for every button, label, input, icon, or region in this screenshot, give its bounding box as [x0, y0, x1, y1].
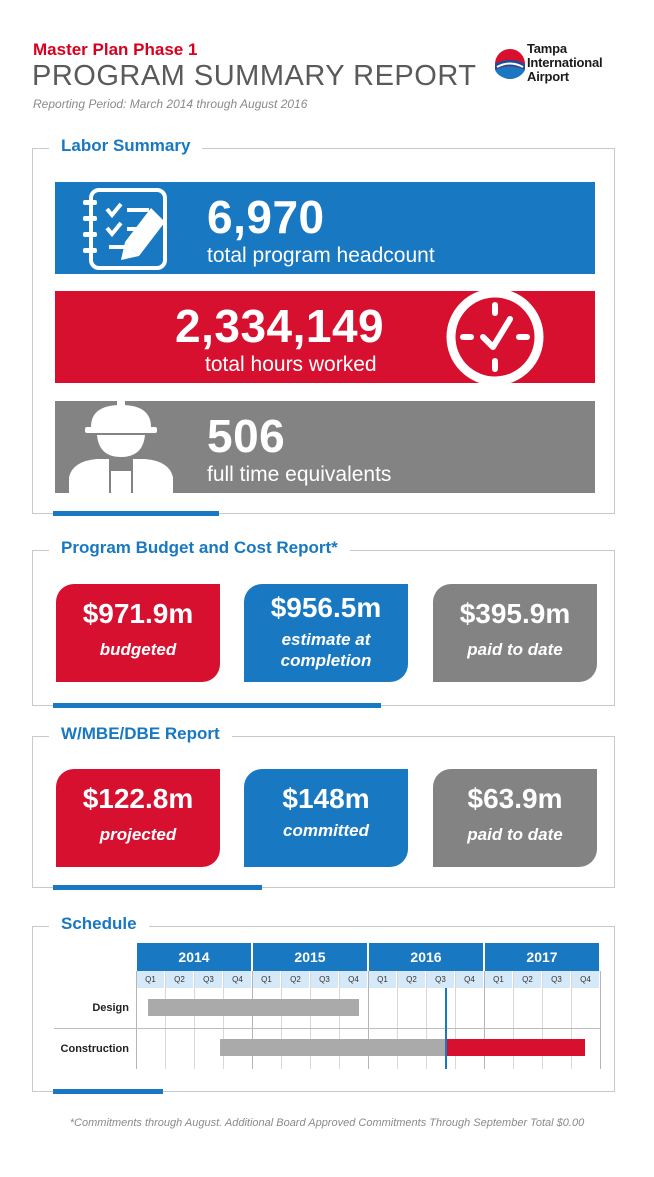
committed-value: $148m	[282, 783, 370, 814]
gantt-grid-line	[455, 971, 456, 1069]
estimate-value: $956.5m	[270, 592, 382, 623]
gantt-grid-line	[484, 971, 485, 1069]
construction-worker-icon	[69, 401, 173, 493]
budget-panel: Program Budget and Cost Report* $971.9m …	[32, 538, 615, 708]
logo-line3: Airport	[527, 69, 569, 84]
projected-label: projected	[99, 825, 177, 844]
budgeted-card: $971.9m budgeted	[56, 584, 220, 682]
schedule-title: Schedule	[49, 914, 149, 934]
gantt-grid-line	[136, 971, 137, 1069]
gantt-quarter-label: Q2	[282, 971, 309, 988]
gantt-year-2016: 2016	[369, 943, 483, 971]
labor-summary-title: Labor Summary	[49, 136, 203, 156]
wmbe-paid-value: $63.9m	[467, 783, 563, 814]
gantt-grid-line	[310, 971, 311, 1069]
gantt-quarter-label: Q3	[195, 971, 222, 988]
paid-value: $395.9m	[459, 598, 571, 629]
gantt-grid-line	[600, 971, 601, 1069]
budgeted-label: budgeted	[99, 640, 177, 659]
gantt-year-2015: 2015	[253, 943, 367, 971]
gantt-grid-line	[426, 971, 427, 1069]
airport-swoosh-icon	[495, 49, 525, 79]
gantt-grid-line	[281, 971, 282, 1069]
wmbe-paid-card: $63.9m paid to date	[433, 769, 597, 867]
checklist-icon	[83, 188, 167, 270]
paid-label: paid to date	[467, 640, 563, 659]
labor-accent-bar	[53, 511, 219, 516]
gantt-today-marker	[445, 988, 448, 1069]
gantt-quarter-label: Q4	[572, 971, 599, 988]
committed-label: committed	[283, 821, 369, 840]
clock-icon	[446, 288, 544, 386]
gantt-quarter-label: Q3	[427, 971, 454, 988]
gantt-grid-line	[194, 971, 195, 1069]
gantt-chart: 2014 Q1 Q2 Q3 Q4 2015 Q1 Q2 Q3 Q4 2016 Q1 Q2 Q3 Q4 2017…	[54, 943, 601, 1069]
gantt-grid-line	[368, 971, 369, 1069]
gantt-row-separator	[54, 1028, 600, 1029]
projected-value: $122.8m	[82, 783, 194, 814]
gantt-quarter-label: Q2	[398, 971, 425, 988]
wmbe-panel: W/MBE/DBE Report $122.8m projected $148m…	[32, 724, 615, 890]
wmbe-title: W/MBE/DBE Report	[49, 724, 232, 744]
gantt-quarter-label: Q1	[137, 971, 164, 988]
headcount-caption: total program headcount	[207, 244, 435, 267]
report-title: PROGRAM SUMMARY REPORT	[32, 60, 477, 92]
estimate-label-line2: completion	[280, 651, 372, 670]
gantt-bar-construction-0	[220, 1039, 447, 1056]
hours-value: 2,334,149	[175, 300, 385, 352]
gantt-grid-line	[513, 971, 514, 1069]
logo-line2: International	[527, 55, 603, 70]
fte-caption: full time equivalents	[207, 463, 392, 486]
labor-summary-panel: Labor Summary 6,970 total program headco…	[32, 136, 615, 516]
paid-card: $395.9m paid to date	[433, 584, 597, 682]
estimate-label-line1: estimate at	[281, 630, 371, 649]
schedule-panel: Schedule 2014 Q1 Q2 Q3 Q4 2015 Q1 Q2 Q3 Q4 2016 Q1 Q…	[32, 914, 615, 1094]
construction-row-label: Construction	[60, 1043, 129, 1055]
headcount-value: 6,970	[207, 191, 325, 243]
report-kicker: Master Plan Phase 1	[33, 40, 198, 59]
gantt-grid-line	[397, 971, 398, 1069]
tampa-airport-logo: Tampa International Airport	[493, 42, 623, 92]
gantt-grid-line	[223, 971, 224, 1069]
gantt-grid-line	[542, 971, 543, 1069]
reporting-period: Reporting Period: March 2014 through Aug…	[33, 97, 308, 111]
wmbe-accent-bar	[53, 885, 262, 890]
projected-card: $122.8m projected	[56, 769, 220, 867]
logo-line1: Tampa	[527, 41, 567, 56]
gantt-bar-design-0	[147, 999, 360, 1016]
hours-caption: total hours worked	[205, 353, 377, 376]
wmbe-paid-label: paid to date	[467, 825, 563, 844]
fte-value: 506	[207, 410, 286, 462]
budgeted-value: $971.9m	[82, 598, 194, 629]
hours-row: 2,334,149 total hours worked	[55, 288, 595, 386]
gantt-bar-construction-1	[446, 1039, 586, 1056]
gantt-quarter-label: Q4	[224, 971, 251, 988]
gantt-quarter-label: Q4	[456, 971, 483, 988]
gantt-grid-line	[339, 971, 340, 1069]
gantt-year-2014: 2014	[137, 943, 251, 971]
gantt-quarter-label: Q4	[340, 971, 367, 988]
gantt-grid-line	[165, 971, 166, 1069]
schedule-accent-bar	[53, 1089, 163, 1094]
estimate-card: $956.5m estimate at completion	[244, 584, 408, 682]
gantt-quarter-label: Q1	[369, 971, 396, 988]
headcount-row: 6,970 total program headcount	[55, 182, 595, 274]
gantt-grid-line	[252, 971, 253, 1069]
logo-text: Tampa International Airport	[527, 41, 603, 84]
gantt-quarter-label: Q2	[166, 971, 193, 988]
design-row-label: Design	[92, 1002, 129, 1014]
gantt-quarter-label: Q3	[311, 971, 338, 988]
gantt-quarter-label: Q1	[253, 971, 280, 988]
footnote: *Commitments through August. Additional …	[69, 1117, 585, 1129]
budget-accent-bar	[53, 703, 381, 708]
fte-row: 506 full time equivalents	[55, 401, 595, 493]
gantt-quarter-label: Q1	[485, 971, 512, 988]
gantt-quarter-label: Q2	[514, 971, 541, 988]
budget-title: Program Budget and Cost Report*	[49, 538, 350, 558]
gantt-year-2017: 2017	[485, 943, 599, 971]
gantt-quarter-label: Q3	[543, 971, 570, 988]
committed-card: $148m committed	[244, 769, 408, 867]
gantt-grid-line	[571, 971, 572, 1069]
